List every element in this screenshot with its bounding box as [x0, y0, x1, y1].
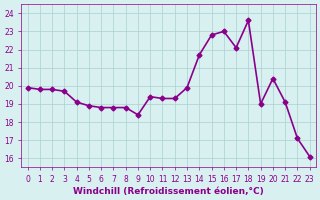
X-axis label: Windchill (Refroidissement éolien,°C): Windchill (Refroidissement éolien,°C): [73, 187, 264, 196]
